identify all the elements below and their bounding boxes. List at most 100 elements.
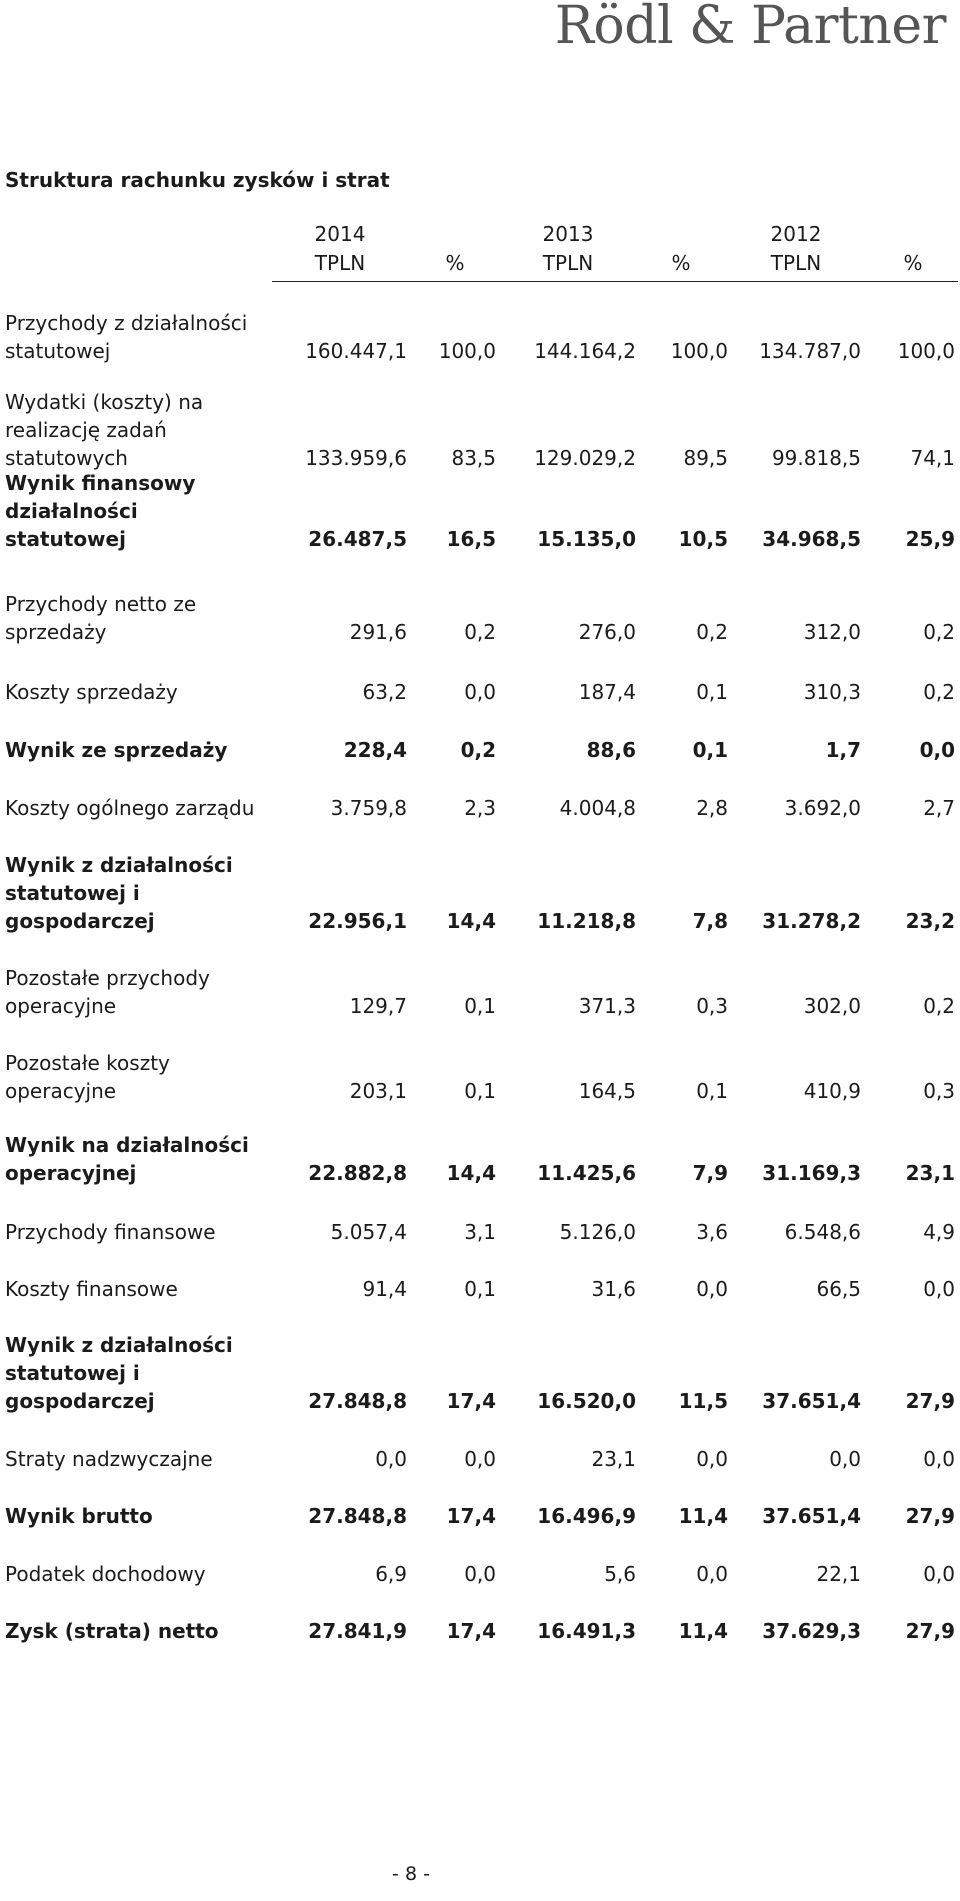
col-header-unit-2012: TPLN xyxy=(770,251,822,275)
company-logo: Rödl & Partner xyxy=(554,0,947,56)
row-value: 0,0 xyxy=(375,1447,407,1471)
row-value: 74,1 xyxy=(910,446,955,470)
row-label: Koszty finansowe xyxy=(5,1277,178,1301)
row-value: 17,4 xyxy=(446,1389,496,1413)
row-value: 31,6 xyxy=(591,1277,636,1301)
row-value: 22.956,1 xyxy=(308,909,407,933)
row-value: 0,2 xyxy=(923,680,955,704)
row-value: 0,3 xyxy=(923,1079,955,1103)
row-value: 83,5 xyxy=(451,446,496,470)
table-row: Wydatki (koszty) na realizację zadań sta… xyxy=(0,390,960,472)
row-value: 3.759,8 xyxy=(330,796,407,820)
row-value: 27.848,8 xyxy=(308,1504,407,1528)
row-value: 0,1 xyxy=(696,1079,728,1103)
page-title: Struktura rachunku zysków i strat xyxy=(5,168,390,192)
row-label: Podatek dochodowy xyxy=(5,1562,206,1586)
row-value: 0,0 xyxy=(923,1562,955,1586)
row-value: 0,0 xyxy=(464,1562,496,1586)
row-value: 99.818,5 xyxy=(771,446,861,470)
row-value: 7,8 xyxy=(692,909,728,933)
row-value: 23,1 xyxy=(905,1161,955,1185)
row-value: 6,9 xyxy=(375,1562,407,1586)
row-value: 100,0 xyxy=(670,339,728,363)
row-value: 16.520,0 xyxy=(537,1389,636,1413)
table-row: Przychody z działalności statutowej 160.4… xyxy=(0,311,960,365)
row-value: 5.126,0 xyxy=(559,1220,636,1244)
table-row: Podatek dochodowy 6,9 0,0 5,6 0,0 22,1 0,0 xyxy=(0,1548,960,1588)
row-value: 0,1 xyxy=(696,680,728,704)
row-label: Wynik na działalności operacyjnej xyxy=(5,1133,249,1185)
row-value: 228,4 xyxy=(343,738,407,762)
row-value: 2,7 xyxy=(923,796,955,820)
row-value: 37.651,4 xyxy=(762,1389,861,1413)
table-row: Koszty finansowe 91,4 0,1 31,6 0,0 66,5 0,0 xyxy=(0,1263,960,1303)
row-label: Zysk (strata) netto xyxy=(5,1619,219,1643)
row-value: 16.496,9 xyxy=(537,1504,636,1528)
row-value: 37.629,3 xyxy=(762,1619,861,1643)
row-value: 31.278,2 xyxy=(762,909,861,933)
col-header-year-2012: 2012 xyxy=(770,222,822,246)
page-number: - 8 - xyxy=(392,1863,430,1885)
row-value: 0,2 xyxy=(464,620,496,644)
row-value: 291,6 xyxy=(349,620,407,644)
row-value: 15.135,0 xyxy=(537,527,636,551)
row-value: 3,6 xyxy=(696,1220,728,1244)
row-value: 134.787,0 xyxy=(759,339,861,363)
col-header-pct-2014: % xyxy=(445,251,465,275)
row-value: 133.959,6 xyxy=(305,446,407,470)
row-value: 27,9 xyxy=(905,1504,955,1528)
row-value: 11,4 xyxy=(678,1504,728,1528)
table-row: Pozostałe przychody operacyjne 129,7 0,1 37… xyxy=(0,966,960,1020)
table-row: Przychody finansowe 5.057,4 3,1 5.126,0 3,6 6… xyxy=(0,1206,960,1246)
row-value: 0,1 xyxy=(464,994,496,1018)
row-value: 0,0 xyxy=(696,1562,728,1586)
col-header-pct-2012: % xyxy=(903,251,923,275)
row-value: 129.029,2 xyxy=(534,446,636,470)
row-value: 203,1 xyxy=(349,1079,407,1103)
row-value: 91,4 xyxy=(362,1277,407,1301)
col-header-year-2014: 2014 xyxy=(314,222,366,246)
row-value: 0,0 xyxy=(696,1277,728,1301)
table-row: Pozostałe koszty operacyjne 203,1 0,1 164,5… xyxy=(0,1051,960,1105)
row-value: 312,0 xyxy=(803,620,861,644)
row-value: 0,1 xyxy=(692,738,728,762)
row-label: Koszty sprzedaży xyxy=(5,680,178,704)
row-value: 0,2 xyxy=(923,994,955,1018)
row-value: 11.218,8 xyxy=(537,909,636,933)
row-value: 22,1 xyxy=(816,1562,861,1586)
table-row: Przychody netto ze sprzedaży 291,6 0,2 276,… xyxy=(0,592,960,646)
row-value: 16,5 xyxy=(446,527,496,551)
row-label: Koszty ogólnego zarządu xyxy=(5,796,255,820)
row-value: 14,4 xyxy=(446,909,496,933)
row-value: 0,0 xyxy=(923,1447,955,1471)
row-value: 100,0 xyxy=(438,339,496,363)
row-value: 0,2 xyxy=(696,620,728,644)
row-value: 0,2 xyxy=(460,738,496,762)
row-value: 1,7 xyxy=(825,738,861,762)
row-value: 6.548,6 xyxy=(784,1220,861,1244)
table-row: Wynik ze sprzedaży 228,4 0,2 88,6 0,1 1,7 0,0 xyxy=(0,724,960,764)
row-value: 23,1 xyxy=(591,1447,636,1471)
row-value: 31.169,3 xyxy=(762,1161,861,1185)
table-row: Wynik finansowy działalności statutowej 2… xyxy=(0,471,960,553)
row-value: 22.882,8 xyxy=(308,1161,407,1185)
table-row: Wynik na działalności operacyjnej 22.882,… xyxy=(0,1133,960,1187)
row-value: 27,9 xyxy=(905,1389,955,1413)
row-label: Pozostałe przychody operacyjne xyxy=(5,966,210,1018)
row-label: Przychody netto ze sprzedaży xyxy=(5,592,197,644)
row-value: 0,0 xyxy=(696,1447,728,1471)
row-value: 16.491,3 xyxy=(537,1619,636,1643)
row-value: 0,0 xyxy=(919,738,955,762)
col-header-unit-2014: TPLN xyxy=(314,251,366,275)
table-row: Straty nadzwyczajne 0,0 0,0 23,1 0,0 0,0 0,0 xyxy=(0,1433,960,1473)
row-value: 302,0 xyxy=(803,994,861,1018)
row-value: 2,3 xyxy=(464,796,496,820)
row-value: 11,4 xyxy=(678,1619,728,1643)
row-value: 27.848,8 xyxy=(308,1389,407,1413)
row-value: 4.004,8 xyxy=(559,796,636,820)
row-value: 7,9 xyxy=(692,1161,728,1185)
col-header-year-2013: 2013 xyxy=(542,222,594,246)
row-value: 160.447,1 xyxy=(305,339,407,363)
row-value: 371,3 xyxy=(578,994,636,1018)
row-label: Przychody finansowe xyxy=(5,1220,216,1244)
